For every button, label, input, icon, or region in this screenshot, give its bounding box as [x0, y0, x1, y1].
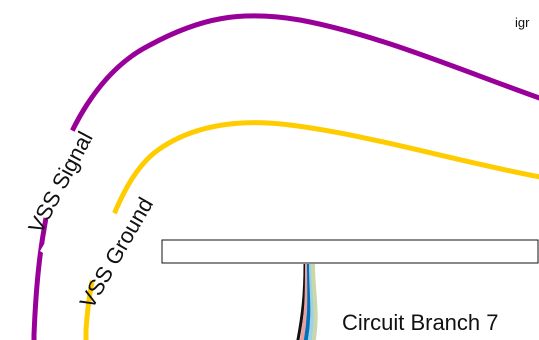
- branch-wire-bundle: [296, 263, 318, 340]
- circuit-branch-label: Circuit Branch 7: [342, 310, 499, 335]
- bundle-strand: [307, 263, 315, 340]
- connector-block: [161, 239, 539, 264]
- bundle-strand: [303, 263, 312, 340]
- bundle-strand: [296, 263, 307, 340]
- ground-label-gap: [40, 190, 192, 319]
- bundle-strand: [299, 263, 309, 340]
- bundle-strand: [311, 263, 318, 340]
- vss-signal-wire: [31, 13, 539, 340]
- clipped-text: igr: [515, 15, 530, 30]
